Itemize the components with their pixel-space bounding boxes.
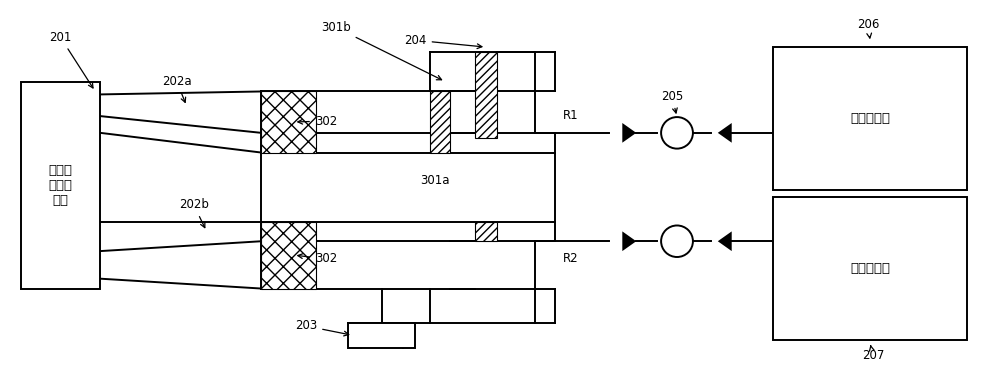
Text: 301b: 301b <box>321 21 442 80</box>
Text: 302: 302 <box>298 114 337 128</box>
Circle shape <box>661 225 693 257</box>
Bar <box>21 82 100 288</box>
Text: 204: 204 <box>404 34 482 49</box>
Text: R1: R1 <box>563 109 578 122</box>
Text: 301a: 301a <box>420 174 450 187</box>
Bar <box>348 323 415 348</box>
Bar <box>475 222 497 241</box>
Bar <box>773 197 967 340</box>
Text: 205: 205 <box>661 90 683 113</box>
Text: 第一示波器: 第一示波器 <box>850 112 890 125</box>
Text: 206: 206 <box>857 18 879 38</box>
Polygon shape <box>718 123 732 143</box>
Text: 202b: 202b <box>179 198 209 228</box>
Text: 203: 203 <box>295 320 349 336</box>
Polygon shape <box>622 231 636 251</box>
Polygon shape <box>622 123 636 143</box>
Text: 201: 201 <box>49 31 93 88</box>
Text: 202a: 202a <box>162 75 192 102</box>
Text: 第二示波器: 第二示波器 <box>850 262 890 275</box>
Bar <box>773 47 967 190</box>
Bar <box>261 222 316 288</box>
Circle shape <box>661 117 693 149</box>
Bar <box>475 52 497 138</box>
Bar <box>430 92 450 152</box>
Text: 207: 207 <box>862 346 884 362</box>
Text: 高压陌
脉冲发
生器: 高压陌 脉冲发 生器 <box>48 163 72 207</box>
Text: 302: 302 <box>298 252 337 266</box>
Text: R2: R2 <box>563 252 578 266</box>
Polygon shape <box>718 231 732 251</box>
Bar <box>261 92 316 152</box>
